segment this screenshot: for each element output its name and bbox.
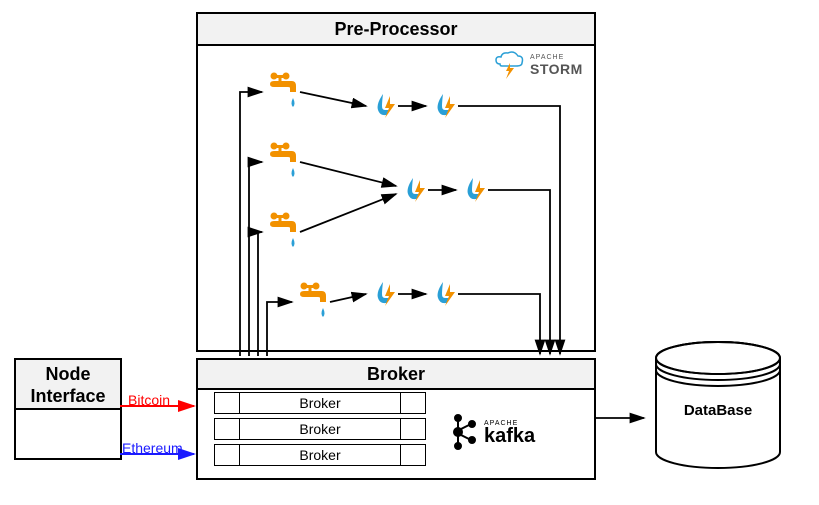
database-cylinder: DataBase [648,340,788,470]
kafka-text: kafka [484,427,535,445]
storm-apache-text: APACHE [530,54,583,61]
database-label: DataBase [648,402,788,419]
node-interface-box: Node Interface [14,358,122,460]
kafka-logo: APACHE kafka [450,412,535,452]
storm-icon [492,50,526,80]
broker-bar-0: Broker [214,392,426,414]
storm-text: STORM [530,61,583,77]
broker-bar-label: Broker [240,419,400,439]
broker-title: Broker [198,360,594,390]
broker-bar-1: Broker [214,418,426,440]
broker-bar-2: Broker [214,444,426,466]
broker-bar-label: Broker [240,393,400,413]
preprocessor-title: Pre-Processor [198,14,594,46]
storm-logo: APACHE STORM [492,50,583,80]
kafka-icon [450,412,478,452]
bitcoin-label: Bitcoin [128,392,170,408]
node-interface-title: Node Interface [16,360,120,410]
ethereum-label: Ethereum [122,440,183,456]
broker-bar-label: Broker [240,445,400,465]
